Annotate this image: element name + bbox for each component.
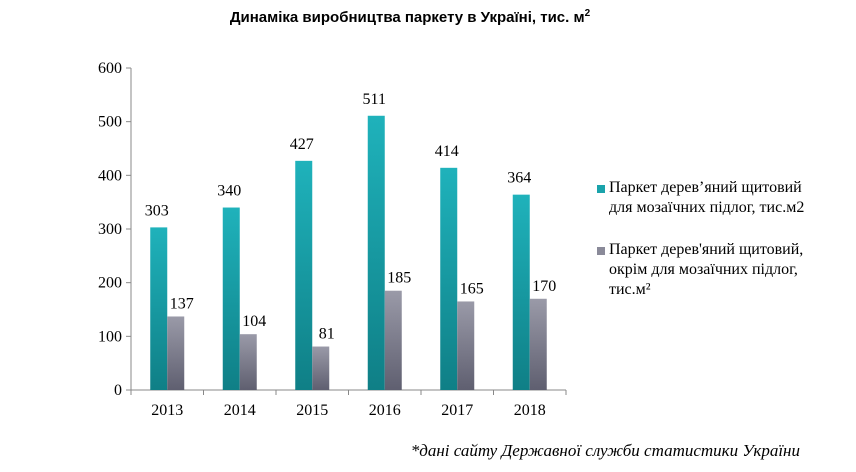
- bar-series-2: [384, 290, 402, 390]
- source-footnote: *дані сайту Державної служби статистики …: [410, 441, 800, 460]
- data-label-series-2: 185: [387, 270, 411, 287]
- y-tick-label: 200: [98, 275, 122, 292]
- data-label-series-2: 81: [319, 326, 335, 343]
- bar-series-1: [367, 115, 385, 390]
- legend-label-series-1: Паркет дерев’яний щитовий для мозаїчних …: [609, 179, 805, 216]
- bar-series-1: [295, 160, 313, 390]
- bar-series-2: [529, 298, 547, 390]
- legend-label-series-2: Паркет дерев'яний щитовий, окрім для моз…: [609, 241, 804, 298]
- chart-title: Динаміка виробництва паркету в Україні, …: [229, 8, 591, 26]
- x-axis: 2013 2014 2015 2016 2017 2018: [130, 390, 567, 419]
- y-tick-label: 400: [98, 167, 122, 184]
- legend-item-series-2: Паркет дерев'яний щитовий, окрім для моз…: [597, 240, 847, 300]
- legend-item-series-1: Паркет дерев’яний щитовий для мозаїчних …: [597, 178, 847, 218]
- data-label-series-1: 511: [363, 91, 386, 108]
- x-tick-label: 2017: [441, 402, 473, 419]
- bar-series-2: [457, 301, 475, 390]
- legend-swatch-series-1: [597, 185, 605, 193]
- data-label-series-1: 427: [290, 136, 314, 153]
- bar-series-2: [239, 334, 257, 390]
- bar-series-1: [222, 207, 240, 390]
- legend-swatch-series-2: [597, 247, 605, 255]
- bar-series-1: [512, 194, 530, 390]
- bar-series-2: [312, 346, 330, 390]
- legend: Паркет дерев’яний щитовий для мозаїчних …: [597, 178, 847, 322]
- data-label-series-1: 364: [507, 170, 531, 187]
- y-tick-label: 0: [114, 382, 122, 399]
- data-label-series-1: 303: [145, 202, 169, 219]
- x-tick-label: 2014: [224, 402, 256, 419]
- data-label-series-2: 104: [242, 313, 266, 330]
- bars: [150, 115, 547, 390]
- data-label-series-2: 165: [460, 280, 484, 297]
- y-tick-label: 500: [98, 114, 122, 131]
- data-label-series-2: 170: [532, 278, 556, 295]
- y-tick-label: 600: [98, 60, 122, 77]
- x-tick-label: 2016: [369, 402, 401, 419]
- x-tick-label: 2015: [296, 402, 328, 419]
- data-label-series-2: 137: [170, 295, 194, 312]
- y-tick-label: 100: [98, 328, 122, 345]
- y-axis: 0 100 200 300 400 500 600: [98, 60, 131, 399]
- x-tick-label: 2018: [514, 402, 546, 419]
- data-labels: 303 340 427 511 414 364 137 104 81 185 165 170: [145, 91, 557, 343]
- x-tick-label: 2013: [151, 402, 183, 419]
- y-tick-label: 300: [98, 221, 122, 238]
- bar-series-2: [167, 316, 185, 390]
- data-label-series-1: 414: [435, 143, 459, 160]
- data-label-series-1: 340: [217, 183, 241, 200]
- bar-series-1: [150, 227, 168, 390]
- bar-series-1: [440, 167, 458, 390]
